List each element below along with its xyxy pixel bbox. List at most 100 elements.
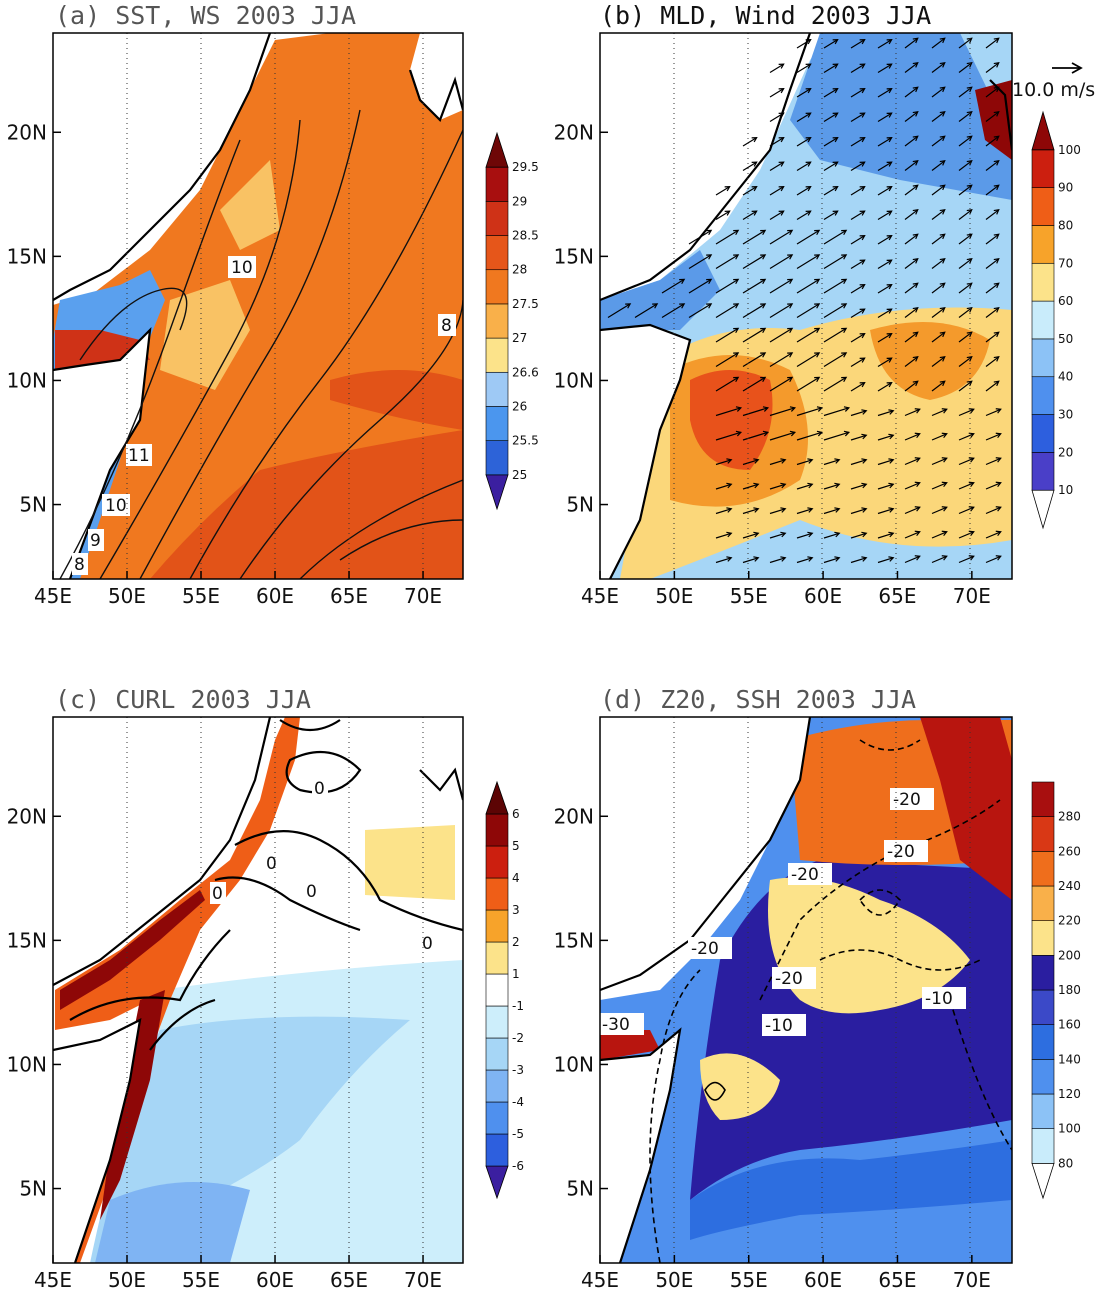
wind-vector	[742, 278, 766, 294]
colorbar-label: 40	[1058, 370, 1073, 384]
wind-vector	[769, 254, 793, 270]
wind-vector-head	[805, 87, 812, 94]
wind-vector-head	[939, 233, 946, 240]
wind-vector	[904, 209, 919, 220]
sst-cool-patch-north	[220, 160, 280, 250]
wind-vector-head	[814, 376, 821, 383]
wind-vector	[904, 457, 920, 466]
wind-vector	[634, 303, 658, 319]
wind-vector	[742, 508, 759, 515]
wind-vector	[850, 210, 865, 221]
wind-vector	[877, 259, 892, 270]
colorbar-swatch	[1031, 1093, 1055, 1129]
wind-vector-head	[914, 530, 921, 537]
wind-vector-head	[912, 233, 919, 240]
wind-vector	[958, 258, 973, 269]
colorbar-label: 70	[1058, 256, 1073, 270]
wind-vector	[850, 235, 865, 245]
wind-vector	[985, 506, 1001, 515]
wind-vector	[877, 459, 894, 466]
colorbar-swatch	[1031, 414, 1055, 453]
colorbar-label: 180	[1058, 983, 1081, 997]
wind-vector	[904, 135, 919, 147]
wind-vector-head	[886, 38, 893, 45]
wind-vector-head	[807, 556, 814, 562]
wind-vector	[877, 63, 892, 74]
wind-vector	[823, 303, 847, 319]
colorbar-label: 100	[1058, 143, 1081, 157]
wind-vector	[850, 532, 867, 539]
wind-vector-head	[993, 307, 1000, 313]
wind-vector	[931, 482, 947, 490]
wind-vector-head	[832, 112, 839, 118]
wind-vector	[796, 532, 813, 539]
panel-b: (b) MLD, Wind 2003 JJA 10.0	[554, 1, 1096, 608]
contour-label: -10	[765, 1016, 793, 1036]
wind-vector	[715, 229, 739, 245]
wind-vector	[715, 352, 739, 368]
x-tick-label: 65E	[878, 1268, 916, 1292]
wind-vector-head	[993, 37, 1000, 44]
wind-vector-head	[807, 482, 814, 489]
colorbar-swatch	[1031, 851, 1055, 887]
colorbar-upper-arrow	[485, 131, 509, 168]
colorbar-label: 160	[1058, 1018, 1081, 1032]
wind-vector-head	[912, 184, 919, 191]
wind-vector	[958, 506, 974, 515]
wind-vector	[823, 508, 840, 515]
wind-vector	[877, 39, 892, 49]
wind-vector-head	[859, 308, 866, 314]
wind-vector-head	[914, 506, 921, 512]
wind-vector-head	[706, 254, 713, 260]
wind-vector-head	[912, 331, 919, 338]
wind-vector	[850, 39, 865, 49]
colorbar-swatch	[485, 877, 509, 911]
colorbar-lower-arrow	[485, 474, 509, 511]
wind-vector-head	[834, 458, 841, 464]
wind-vector	[823, 254, 847, 270]
contour-label: 0	[266, 854, 277, 874]
colorbar-label: 27.5	[512, 297, 539, 311]
colorbar-label: -6	[512, 1159, 524, 1173]
wind-vector-head	[751, 185, 758, 192]
wind-vector-head	[939, 160, 946, 166]
wind-vector-head	[814, 229, 821, 236]
ws-contour-labels: 10 8 11 10 9 8	[72, 256, 456, 575]
wind-vector	[904, 184, 919, 196]
wind-vector-head	[966, 380, 973, 387]
wind-vector	[904, 408, 920, 417]
wind-vector	[769, 431, 796, 441]
colorbar-label: 29	[512, 194, 527, 208]
contour-label: -20	[887, 842, 915, 862]
contour-label: -20	[791, 865, 819, 885]
wind-vector	[985, 282, 1000, 294]
contour-label: 10	[231, 258, 253, 278]
wind-vector-head	[832, 136, 839, 143]
panel-a-colorbar: 25 25.5 26 26.6 27 27.5 28 28.5 29 29.5	[485, 131, 539, 511]
grid-c	[126, 717, 424, 1263]
colorbar-swatch	[1031, 1128, 1055, 1164]
vector-reference-label: 10.0 m/s	[1012, 79, 1095, 101]
wind-vector-head	[859, 87, 866, 94]
x-tick-label: 65E	[878, 584, 916, 608]
wind-vector-head	[939, 209, 946, 215]
wind-vectors	[607, 37, 1002, 564]
colorbar-label: 4	[512, 871, 520, 885]
wind-vector-head	[760, 376, 767, 383]
wind-vector	[823, 483, 840, 490]
y-tick-label: 15N	[554, 928, 594, 952]
colorbar-upper-arrow	[485, 780, 509, 815]
y-tick-label: 5N	[19, 1177, 47, 1201]
y-tick-label: 15N	[7, 928, 47, 952]
wind-vector	[985, 184, 1000, 196]
wind-vector	[904, 258, 919, 269]
wind-vector-head	[941, 530, 948, 537]
wind-vector-head	[968, 481, 975, 488]
colorbar-swatch	[1031, 338, 1055, 378]
wind-vector	[742, 229, 766, 245]
wind-vector	[877, 88, 892, 98]
colorbar-label: -1	[512, 999, 524, 1013]
wind-vector	[796, 210, 811, 221]
wind-vector	[985, 380, 1000, 392]
wind-vector	[850, 557, 867, 564]
